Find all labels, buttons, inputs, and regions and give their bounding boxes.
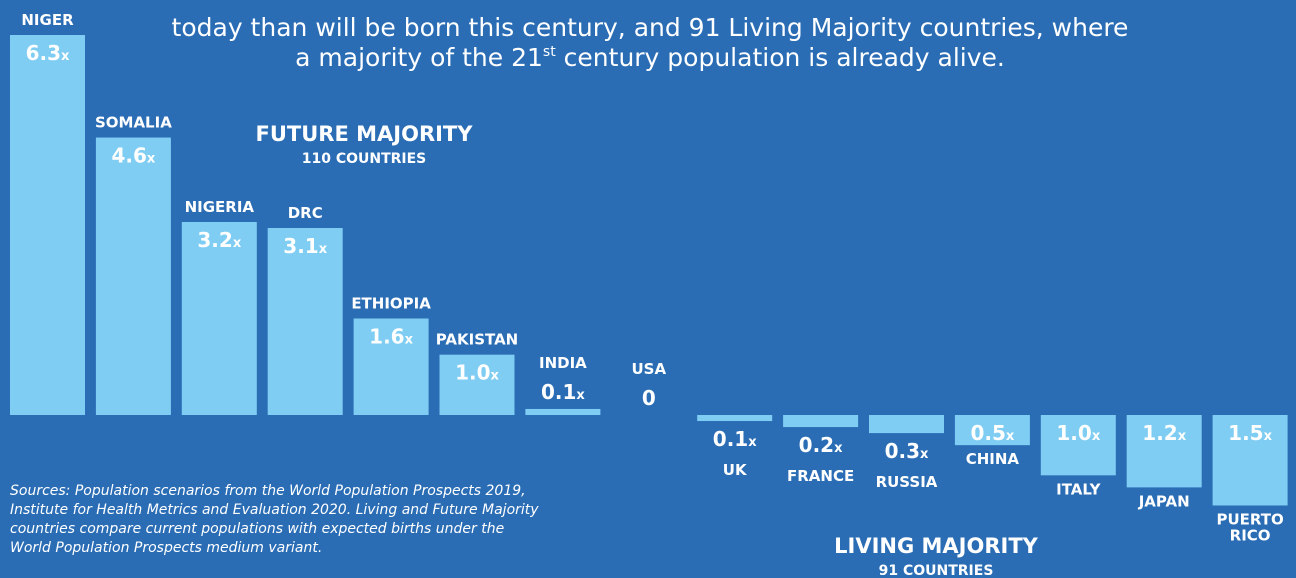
value-num: 1.2 — [1142, 421, 1177, 445]
country-name: UK — [723, 461, 748, 479]
bar — [267, 228, 343, 415]
country-name: NIGERIA — [185, 198, 255, 216]
value-x: x — [61, 49, 70, 64]
country-name: PUERTO RICO — [1216, 510, 1283, 544]
value-x: x — [1178, 429, 1187, 444]
value-x: x — [834, 441, 843, 456]
header-part: century population is already alive. — [556, 43, 1005, 72]
source-line: Institute for Health Metrics and Evaluat… — [10, 502, 539, 518]
bar — [181, 221, 257, 415]
country-name: JAPAN — [1138, 492, 1190, 510]
country-name: SOMALIA — [95, 114, 172, 132]
value-label: 1.0x — [455, 361, 499, 385]
value-num: 1.0 — [1056, 421, 1091, 445]
country-name: CHINA — [966, 450, 1020, 468]
bar — [697, 415, 773, 422]
value-x: x — [319, 242, 328, 257]
value-label: 0.3x — [885, 439, 929, 463]
value-num: 0.1 — [713, 427, 748, 451]
group-title: LIVING MAJORITY — [834, 534, 1039, 558]
bar — [525, 408, 601, 415]
value-label: 0.5x — [970, 421, 1014, 445]
country-name: INDIA — [539, 354, 587, 372]
country-name: DRC — [288, 204, 323, 222]
name-part: PUERTO — [1216, 510, 1283, 528]
value-num: 6.3 — [26, 41, 61, 65]
value-x: x — [405, 332, 414, 347]
value-x: x — [748, 435, 757, 450]
value-x: x — [1006, 429, 1015, 444]
country-name: FRANCE — [787, 467, 854, 485]
value-label: 3.1x — [283, 234, 327, 258]
value-label: 0.1x — [713, 427, 757, 451]
value-num: 0.2 — [799, 433, 834, 457]
country-name: USA — [632, 360, 667, 378]
value-num: 0.1 — [541, 380, 576, 404]
value-num: 1.0 — [455, 361, 490, 385]
value-label: 0 — [642, 386, 656, 410]
header-part: a majority of the 21 — [295, 43, 543, 72]
country-name: RUSSIA — [876, 473, 938, 491]
bar — [954, 415, 1030, 446]
group-sub: 91 COUNTRIES — [879, 563, 994, 578]
value-num: 3.2 — [197, 228, 232, 252]
value-num: 4.6 — [111, 144, 146, 168]
value-num: 0.5 — [970, 421, 1005, 445]
country-name: ETHIOPIA — [351, 294, 431, 312]
bar — [10, 35, 85, 415]
value-x: x — [491, 369, 500, 384]
value-num: 1.5 — [1228, 421, 1263, 445]
name-part: RICO — [1230, 526, 1271, 544]
bar — [783, 415, 859, 428]
bar — [1126, 415, 1202, 488]
value-label: 0.1x — [541, 380, 585, 404]
value-num: 0.3 — [885, 439, 920, 463]
bar — [869, 415, 944, 434]
country-name: ITALY — [1056, 480, 1101, 498]
bar — [353, 318, 429, 415]
value-num: 3.1 — [283, 234, 318, 258]
header-part: st — [543, 44, 556, 60]
value-label: 1.5x — [1228, 421, 1272, 445]
value-x: x — [1092, 429, 1101, 444]
source-line: countries compare current populations wi… — [10, 521, 504, 537]
value-label: 0.2x — [799, 433, 843, 457]
value-x: x — [1264, 429, 1273, 444]
value-label: 1.0x — [1056, 421, 1100, 445]
value-x: x — [576, 388, 585, 403]
country-name: NIGER — [21, 11, 74, 29]
value-label: 4.6x — [111, 144, 155, 168]
value-x: x — [147, 152, 156, 167]
value-label: 3.2x — [197, 228, 241, 252]
bar — [95, 137, 171, 416]
bar — [439, 354, 515, 415]
value-label: 1.6x — [369, 324, 413, 348]
bar — [1040, 415, 1116, 476]
source-line: World Population Prospects medium varian… — [10, 540, 322, 556]
group-title: FUTURE MAJORITY — [256, 122, 474, 146]
value-x: x — [233, 236, 242, 251]
header-line: today than will be born this century, an… — [172, 13, 1129, 42]
value-x: x — [920, 447, 929, 462]
group-sub: 110 COUNTRIES — [302, 151, 427, 167]
value-label: 1.2x — [1142, 421, 1186, 445]
value-label: 6.3x — [26, 41, 70, 65]
source-line: Sources: Population scenarios from the W… — [10, 483, 526, 499]
country-name: PAKISTAN — [436, 331, 518, 349]
bar — [1212, 415, 1288, 506]
header-line: a majority of the 21st century populatio… — [295, 43, 1005, 72]
value-num: 1.6 — [369, 324, 404, 348]
